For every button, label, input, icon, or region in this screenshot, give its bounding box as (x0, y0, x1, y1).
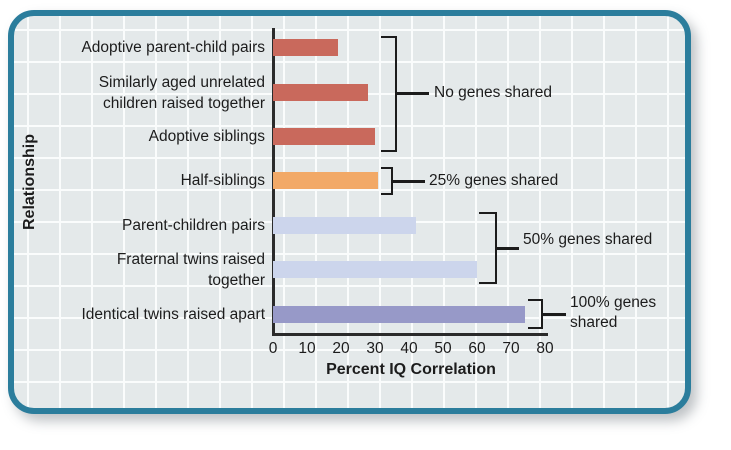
category-label-identical-twins-raised-apart: Identical twins raised apart (81, 306, 265, 323)
bar-half-siblings (273, 172, 379, 189)
bracket-50-genes-shared (479, 212, 497, 284)
connector-line-no-genes-shared (397, 92, 429, 95)
x-axis-line (272, 333, 548, 336)
bracket-no-genes-shared (381, 36, 397, 152)
annotation-label-25-genes-shared: 25% genes shared (429, 172, 559, 189)
category-label-half-siblings: Half-siblings (180, 172, 265, 189)
x-tick-label-10: 10 (298, 340, 316, 357)
bar-adoptive-siblings (273, 128, 375, 145)
category-label-parent-children-pairs: Parent-children pairs (121, 217, 265, 234)
x-tick-label-30: 30 (366, 340, 384, 357)
x-tick-label-70: 70 (502, 340, 520, 357)
x-tick-label-60: 60 (468, 340, 486, 357)
x-tick-label-80: 80 (536, 340, 554, 357)
bar-identical-twins-raised-apart (273, 306, 525, 323)
bracket-100-genes-shared (528, 299, 543, 329)
category-label-adoptive-siblings: Adoptive siblings (148, 128, 265, 145)
x-tick-label-40: 40 (400, 340, 418, 357)
category-label-similarly-aged-unrelated-children-raised-together: Similarly aged unrelated children raised… (98, 73, 265, 112)
bracket-25-genes-shared (381, 167, 393, 195)
connector-line-100-genes-shared (543, 313, 566, 316)
bar-similarly-aged-unrelated-children-raised-together (273, 84, 369, 101)
annotation-label-100-genes-shared: 100% genes shared (570, 294, 657, 331)
annotation-label-50-genes-shared: 50% genes shared (523, 231, 653, 248)
x-tick-label-0: 0 (268, 340, 278, 357)
bar-adoptive-parent-child-pairs (273, 39, 338, 56)
x-axis-title: Percent IQ Correlation (326, 361, 496, 378)
connector-line-50-genes-shared (497, 247, 519, 250)
bar-parent-children-pairs (273, 217, 416, 234)
x-tick-label-50: 50 (434, 340, 452, 357)
category-label-adoptive-parent-child-pairs: Adoptive parent-child pairs (81, 39, 265, 56)
annotation-label-no-genes-shared: No genes shared (434, 84, 553, 101)
chart-panel (8, 10, 691, 414)
bar-fraternal-twins-raised-together (273, 261, 477, 278)
connector-line-25-genes-shared (393, 180, 425, 183)
category-label-fraternal-twins-raised-together: Fraternal twins raised together (116, 250, 265, 289)
x-tick-label-20: 20 (332, 340, 350, 357)
